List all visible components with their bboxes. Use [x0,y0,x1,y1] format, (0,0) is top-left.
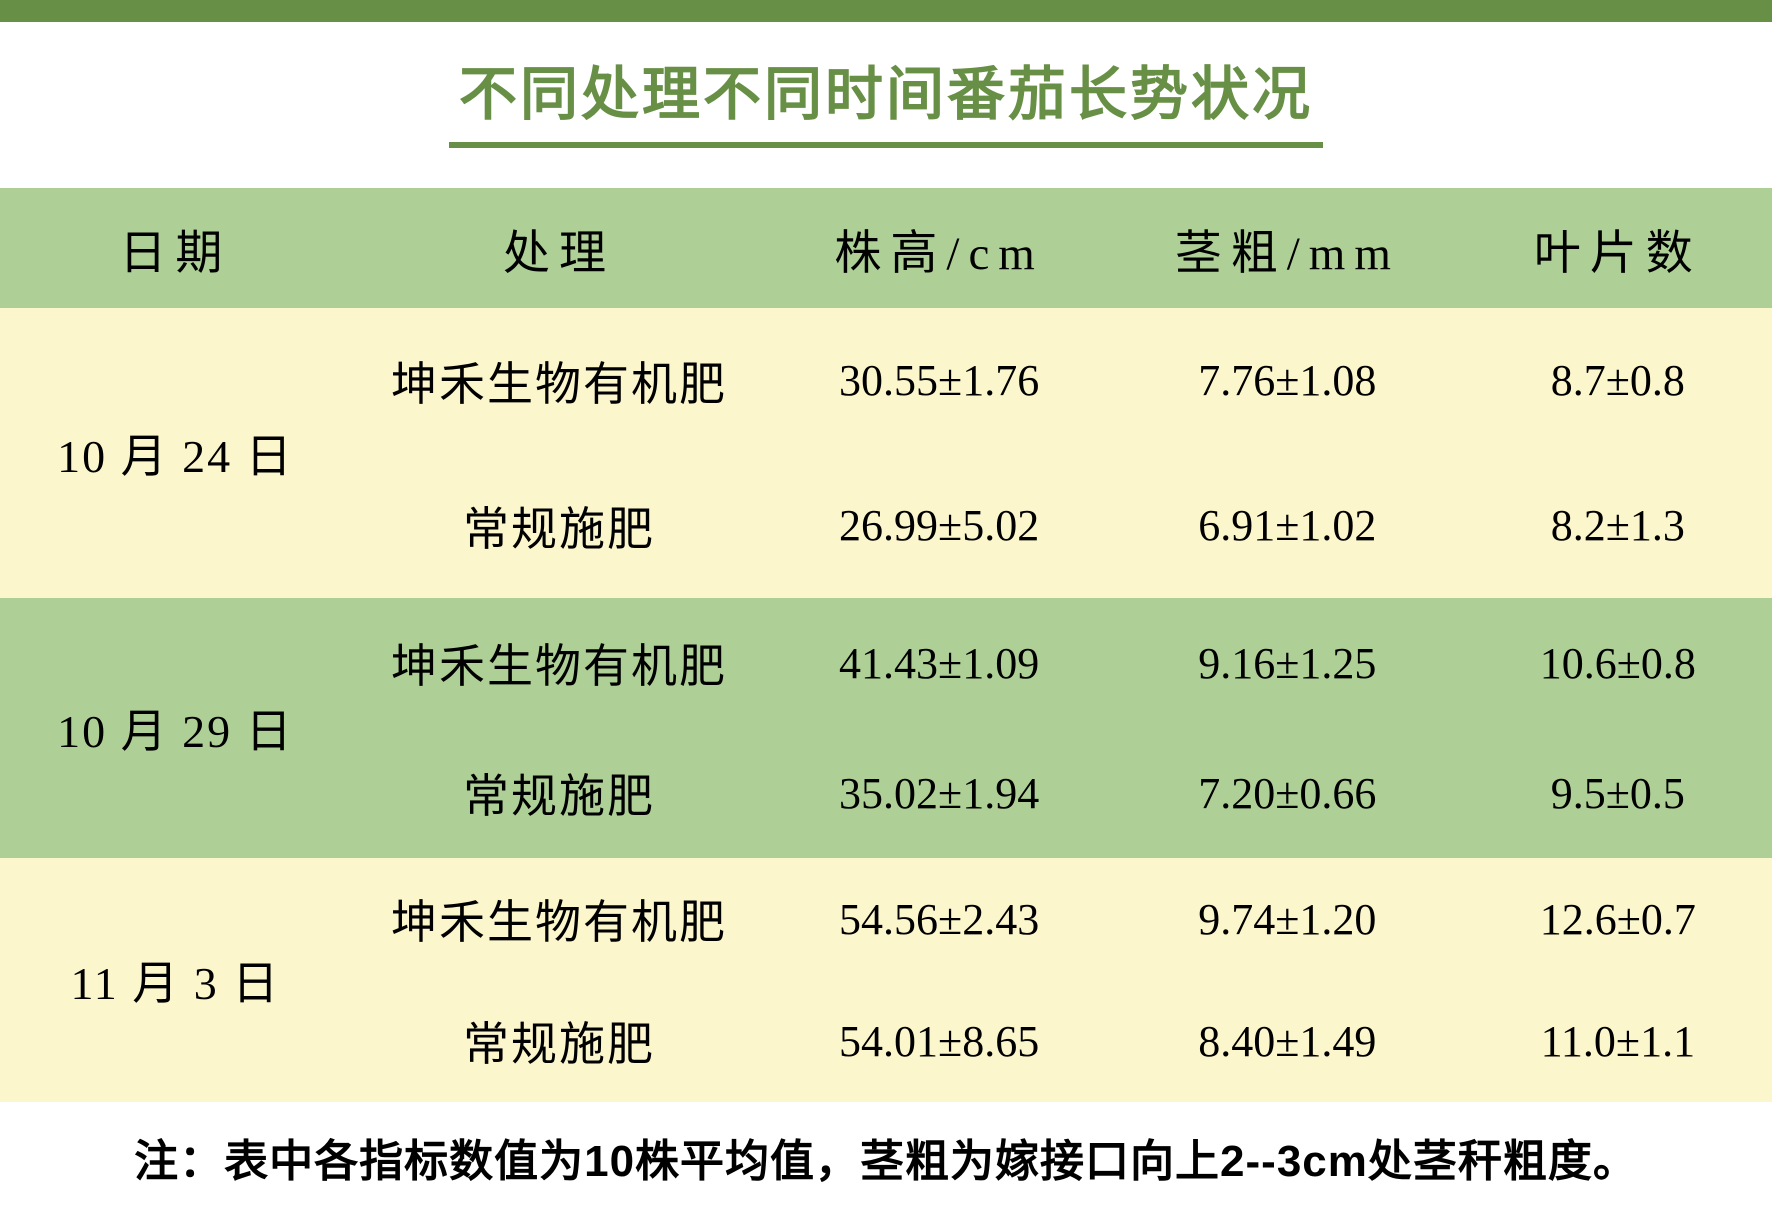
treatment-cell: 常规施肥 [463,1019,656,1070]
col-header-plant-height: 株高/cm [834,227,1044,280]
table-row: 常规施肥 35.02±1.94 7.20±0.66 9.5±0.5 [0,728,1772,858]
stem-diameter-cell: 9.74±1.20 [1198,894,1377,944]
table-row: 常规施肥 54.01±8.65 8.40±1.49 11.0±1.1 [0,980,1772,1102]
date-cell: 11 月 3 日 [70,958,281,1009]
treatment-cell: 常规施肥 [463,503,656,555]
date-block-nov3: 11 月 3 日 坤禾生物有机肥 54.56±2.43 9.74±1.20 12… [0,858,1772,1102]
stem-diameter-cell: 7.76±1.08 [1198,356,1377,405]
plant-height-cell: 54.56±2.43 [839,894,1040,944]
col-header-treatment: 处理 [503,227,616,280]
table-row: 10 月 29 日 坤禾生物有机肥 41.43±1.09 9.16±1.25 1… [0,598,1772,758]
treatment-cell: 常规施肥 [463,771,656,822]
treatment-cell: 坤禾生物有机肥 [391,897,728,948]
plant-height-cell: 35.02±1.94 [839,768,1040,818]
plant-height-cell: 54.01±8.65 [839,1016,1040,1066]
treatment-cell: 坤禾生物有机肥 [391,358,728,410]
date-block-oct24: 10 月 24 日 坤禾生物有机肥 30.55±1.76 7.76±1.08 8… [0,308,1772,598]
growth-table: 日期 处理 株高/cm 茎粗/mm 叶片数 10 月 24 日 坤禾生物有机肥 … [0,188,1772,1102]
col-header-leaf-count: 叶片数 [1533,227,1702,280]
date-cell: 10 月 24 日 [57,431,294,482]
leaf-count-cell: 11.0±1.1 [1540,1016,1696,1066]
table-header: 日期 处理 株高/cm 茎粗/mm 叶片数 [0,188,1772,308]
leaf-count-cell: 12.6±0.7 [1539,894,1696,944]
header-row: 日期 处理 株高/cm 茎粗/mm 叶片数 [0,188,1772,308]
treatment-cell: 坤禾生物有机肥 [391,641,728,692]
table-row: 11 月 3 日 坤禾生物有机肥 54.56±2.43 9.74±1.20 12… [0,858,1772,1010]
plant-height-cell: 26.99±5.02 [839,501,1040,550]
leaf-count-cell: 8.7±0.8 [1550,356,1685,405]
top-bar [0,0,1772,22]
stem-diameter-cell: 7.20±0.66 [1198,768,1377,818]
stem-diameter-cell: 8.40±1.49 [1198,1016,1377,1066]
page-title: 不同处理不同时间番茄长势状况 [448,62,1323,149]
title-area: 不同处理不同时间番茄长势状况 [0,22,1772,188]
plant-height-cell: 41.43±1.09 [839,638,1040,688]
date-block-oct29: 10 月 29 日 坤禾生物有机肥 41.43±1.09 9.16±1.25 1… [0,598,1772,858]
date-cell: 10 月 29 日 [57,706,294,757]
col-header-stem-diameter: 茎粗/mm [1174,227,1400,280]
note-area: 注：表中各指标数值为10株平均值，茎粗为嫁接口向上2--3cm处茎秆粗度。 [0,1102,1772,1212]
stem-diameter-cell: 6.91±1.02 [1198,501,1377,550]
stem-diameter-cell: 9.16±1.25 [1198,638,1377,688]
table-row: 10 月 24 日 坤禾生物有机肥 30.55±1.76 7.76±1.08 8… [0,308,1772,482]
leaf-count-cell: 10.6±0.8 [1539,638,1696,688]
table-row: 常规施肥 26.99±5.02 6.91±1.02 8.2±1.3 [0,453,1772,598]
table-note: 注：表中各指标数值为10株平均值，茎粗为嫁接口向上2--3cm处茎秆粗度。 [134,1137,1638,1186]
leaf-count-cell: 8.2±1.3 [1550,501,1685,550]
col-header-date: 日期 [119,227,232,280]
leaf-count-cell: 9.5±0.5 [1550,768,1685,818]
plant-height-cell: 30.55±1.76 [839,356,1040,405]
